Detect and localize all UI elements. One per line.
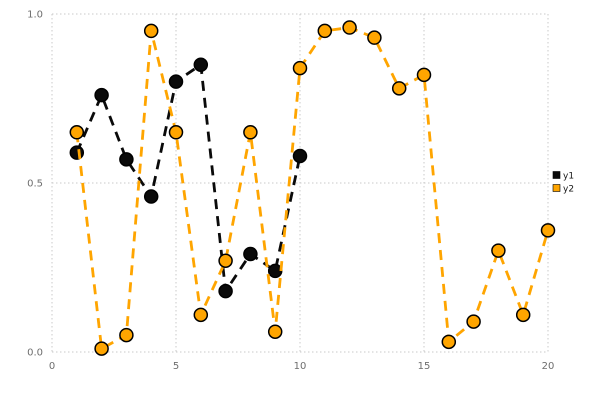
y-tick-label: 0.0 — [27, 348, 43, 359]
legend-swatch-y1 — [552, 171, 561, 179]
data-point-y1 — [243, 246, 258, 262]
x-tick-label: 15 — [418, 361, 431, 372]
x-tick-label: 20 — [542, 361, 555, 372]
data-point-y2 — [168, 125, 184, 140]
data-point-y2 — [491, 243, 506, 258]
series-line-y1 — [75, 62, 302, 296]
data-point-y2 — [342, 20, 357, 35]
data-point-y2 — [69, 125, 85, 140]
data-point-y1 — [168, 74, 184, 89]
data-point-y2 — [540, 223, 556, 238]
data-point-y2 — [243, 125, 258, 140]
data-point-y2 — [466, 314, 481, 329]
data-point-y2 — [292, 60, 308, 76]
data-point-y1 — [292, 148, 308, 164]
legend-swatch-y2 — [552, 184, 561, 192]
data-point-y1 — [94, 87, 109, 103]
data-point-y2 — [515, 307, 531, 323]
data-point-y1 — [193, 57, 209, 72]
data-point-y2 — [94, 341, 109, 356]
legend-label-y1: y1 — [563, 172, 574, 182]
y-tick-label: 0.5 — [27, 179, 43, 190]
data-point-y2 — [143, 23, 159, 39]
data-point-y1 — [69, 145, 85, 160]
data-point-y2 — [416, 67, 432, 83]
data-point-y2 — [367, 30, 382, 45]
y-tick-label: 1.0 — [27, 10, 43, 21]
series-line-y2 — [75, 26, 550, 351]
data-point-y2 — [267, 324, 283, 339]
data-point-y2 — [218, 253, 233, 268]
x-tick-label: 5 — [173, 361, 179, 372]
x-tick-label: 10 — [294, 361, 307, 372]
data-point-y2 — [317, 23, 333, 39]
data-point-y2 — [119, 327, 134, 343]
data-point-y1 — [143, 189, 159, 204]
data-point-y2 — [441, 334, 457, 350]
data-point-y2 — [391, 81, 407, 96]
legend-label-y2: y2 — [563, 185, 574, 195]
data-point-y2 — [193, 307, 209, 323]
x-tick-label: 0 — [49, 361, 55, 372]
data-point-y1 — [218, 283, 233, 299]
data-point-y1 — [119, 152, 134, 167]
